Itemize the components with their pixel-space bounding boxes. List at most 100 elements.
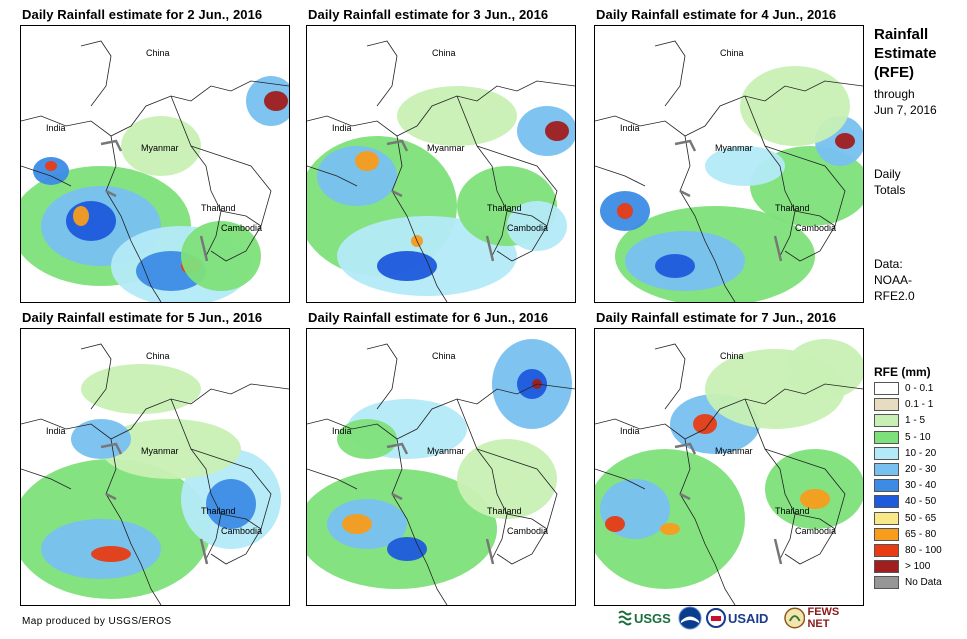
map-label-cambodia: Cambodia — [795, 526, 836, 536]
map-label-china: China — [432, 48, 456, 58]
country-border — [391, 135, 448, 302]
rainfall-area — [387, 537, 427, 561]
country-border — [654, 40, 686, 107]
usaid-logo-text: USAID — [728, 610, 769, 626]
sidebar-title-line: Rainfall — [874, 26, 929, 43]
rainfall-map: China India Myanmar Thailand Cambodia — [20, 328, 290, 606]
legend-swatch — [874, 382, 899, 395]
legend-swatch — [874, 495, 899, 509]
data-line: RFE2.0 — [874, 289, 915, 303]
legend-label: 1 - 5 — [905, 415, 926, 427]
logo-strip: USGS USAID FEWS NET — [618, 605, 863, 633]
country-border — [170, 398, 222, 560]
rainfall-area — [740, 66, 850, 146]
country-border — [595, 80, 863, 137]
map-label-thailand: Thailand — [775, 203, 810, 213]
legend-swatch — [874, 462, 899, 476]
usgs-logo: USGS — [618, 605, 671, 631]
country-border — [307, 383, 575, 440]
rainfall-area — [101, 419, 241, 479]
legend-title: RFE (mm) — [874, 365, 931, 379]
country-border — [366, 40, 398, 107]
legend-item: 30 - 40 — [874, 479, 964, 495]
country-border — [794, 210, 836, 227]
legend-label: 10 - 20 — [905, 447, 937, 459]
map-label-india: India — [620, 123, 640, 133]
legend-item: 0 - 0.1 — [874, 382, 964, 398]
legend-item: 5 - 10 — [874, 430, 964, 447]
rainfall-area — [800, 489, 830, 509]
rainfall-area — [45, 161, 57, 171]
rainfall-area — [617, 203, 633, 219]
legend: 0 - 0.1 0.1 - 1 1 - 5 5 - 10 10 - 20 20 - 30 3… — [874, 382, 964, 592]
rainfall-area — [73, 206, 89, 226]
legend-label: 50 - 65 — [905, 512, 937, 524]
country-border — [794, 513, 836, 530]
country-border — [456, 398, 508, 560]
map-label-china: China — [720, 48, 744, 58]
legend-item: 1 - 5 — [874, 414, 964, 430]
map-label-china: China — [146, 48, 170, 58]
coastline — [100, 139, 209, 262]
legend-item: 0.1 - 1 — [874, 398, 964, 414]
panel-title: Daily Rainfall estimate for 3 Jun., 2016 — [308, 7, 549, 22]
map-label-myanmar: Myanmar — [141, 446, 179, 456]
country-border — [307, 80, 575, 137]
country-border — [744, 95, 796, 257]
legend-item: 65 - 80 — [874, 527, 964, 544]
country-border — [21, 383, 289, 440]
rainfall-area — [765, 449, 863, 529]
credit-text: Map produced by USGS/EROS — [22, 616, 172, 627]
coastline — [386, 442, 495, 565]
map-label-thailand: Thailand — [487, 203, 522, 213]
sidebar-totals: Daily Totals — [874, 166, 905, 198]
panel-jun-2: Daily Rainfall estimate for 2 Jun., 2016… — [20, 7, 290, 303]
legend-label: 5 - 10 — [905, 431, 931, 443]
legend-swatch — [874, 527, 899, 541]
through-date: Jun 7, 2016 — [874, 103, 937, 117]
sidebar-through: through Jun 7, 2016 — [874, 86, 937, 118]
data-line: Data: — [874, 257, 903, 271]
country-border — [21, 468, 72, 490]
country-border — [595, 165, 646, 187]
map-label-myanmar: Myanmar — [141, 143, 179, 153]
usaid-seal-icon — [706, 608, 726, 628]
rainfall-area — [264, 91, 288, 111]
country-border — [476, 145, 558, 262]
coastline — [100, 442, 209, 565]
legend-label: 30 - 40 — [905, 480, 937, 492]
country-border — [366, 343, 398, 410]
map-label-india: India — [332, 123, 352, 133]
sidebar-title-line: Estimate — [874, 45, 937, 62]
rainfall-area — [507, 201, 567, 251]
legend-item: > 100 — [874, 560, 964, 576]
map-label-myanmar: Myanmar — [715, 143, 753, 153]
legend-item: 10 - 20 — [874, 446, 964, 463]
rainfall-map: China India Myanmar Thailand Cambodia — [594, 328, 864, 606]
legend-swatch — [874, 446, 899, 460]
country-border — [307, 165, 358, 187]
sidebar-data-source: Data: NOAA- RFE2.0 — [874, 256, 915, 304]
country-border — [744, 398, 796, 560]
country-border — [506, 513, 548, 530]
coastline — [386, 139, 495, 262]
country-border — [506, 210, 548, 227]
panel-title: Daily Rainfall estimate for 5 Jun., 2016 — [22, 310, 263, 325]
country-border — [764, 448, 846, 565]
rainfall-area — [655, 254, 695, 278]
coastline — [674, 139, 783, 262]
panel-jun-7: Daily Rainfall estimate for 7 Jun., 2016… — [594, 310, 864, 606]
coastline — [674, 442, 783, 565]
rainfall-area — [660, 523, 680, 535]
rainfall-area — [337, 419, 397, 459]
country-border — [654, 343, 686, 410]
totals-line: Totals — [874, 183, 906, 197]
panel-jun-3: Daily Rainfall estimate for 3 Jun., 2016… — [306, 7, 576, 303]
panel-title: Daily Rainfall estimate for 4 Jun., 2016 — [596, 7, 837, 22]
map-label-india: India — [620, 426, 640, 436]
map-label-china: China — [146, 351, 170, 361]
rainfall-area — [693, 414, 717, 434]
rainfall-area — [121, 116, 201, 176]
legend-label: 80 - 100 — [905, 544, 942, 556]
country-border — [456, 95, 508, 257]
